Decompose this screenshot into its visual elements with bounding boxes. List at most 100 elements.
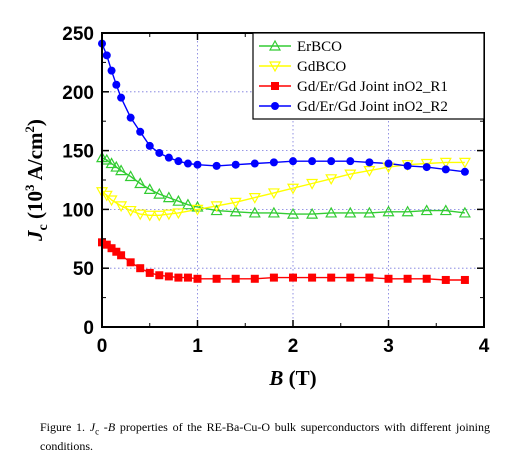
series-line-2 [101, 161, 465, 217]
data-point-series-3 [269, 273, 278, 282]
y-tick-label: 100 [62, 200, 94, 221]
data-point-series-4 [231, 160, 240, 169]
x-tick-label: 0 [97, 336, 108, 357]
y-tick-label: 200 [62, 83, 94, 104]
data-point-series-2 [191, 204, 204, 216]
data-point-series-4 [460, 167, 469, 176]
caption-dash: - [99, 420, 108, 434]
data-point-series-4 [250, 159, 259, 168]
data-point-series-1 [458, 206, 471, 218]
y-axis-unit-mid: A/cm [23, 132, 47, 184]
data-point-series-2 [229, 197, 242, 209]
data-point-series-4 [155, 148, 164, 157]
data-point-series-2 [286, 183, 300, 195]
data-point-series-3 [231, 274, 240, 283]
data-point-series-3 [327, 273, 336, 282]
data-point-series-2 [439, 157, 452, 169]
data-point-series-3 [117, 251, 126, 260]
y-tick-label: 0 [83, 318, 94, 339]
data-point-series-1 [325, 206, 338, 218]
y-tick-label: 150 [62, 142, 94, 163]
data-point-series-3 [155, 271, 164, 280]
data-point-series-2 [153, 210, 166, 222]
data-point-series-2 [363, 165, 376, 177]
data-point-series-3 [183, 273, 192, 282]
figure-caption: Figure 1. Jc -B properties of the RE-Ba-… [40, 420, 490, 454]
data-point-series-4 [384, 159, 393, 168]
legend-label-4: Gd/Er/Gd Joint inO2_R2 [297, 99, 448, 115]
data-point-series-2 [248, 193, 261, 204]
data-point-series-3 [112, 247, 121, 256]
caption-prefix: Figure 1. [40, 420, 90, 434]
data-point-series-3 [460, 275, 469, 284]
x-tick-label: 2 [288, 336, 299, 357]
data-point-series-1 [382, 205, 395, 217]
data-point-series-2 [162, 209, 175, 221]
data-point-series-2 [458, 157, 471, 169]
data-point-series-3 [422, 274, 431, 283]
data-point-series-3 [102, 240, 111, 249]
data-point-series-3 [346, 273, 355, 282]
data-point-series-1 [210, 204, 223, 216]
x-tick-label: 4 [479, 336, 490, 357]
data-point-series-1 [267, 206, 280, 218]
y-axis-title: Jc (103 A/cm2) [22, 119, 51, 242]
data-point-series-1 [143, 183, 156, 195]
data-point-series-2 [172, 208, 185, 220]
legend: ErBCO GdBCO Gd/Er/Gd Joint inO2_R1 Gd/Er/Gd… [252, 32, 485, 120]
x-tick-label: 3 [383, 336, 394, 357]
y-tick-label: 50 [73, 259, 94, 280]
caption-rest: properties of the RE-Ba-Cu-O bulk superc… [40, 420, 490, 454]
data-point-series-2 [143, 210, 156, 222]
legend-marker-1 [268, 39, 282, 51]
y-axis-unit-open: (10 [23, 191, 47, 224]
data-point-series-4 [365, 158, 374, 167]
data-point-series-1 [162, 191, 175, 203]
data-point-series-1 [439, 204, 452, 216]
data-point-series-2 [105, 195, 118, 207]
data-point-series-1 [124, 170, 137, 182]
data-point-series-3 [174, 273, 183, 282]
data-point-series-3 [365, 273, 374, 282]
data-point-series-2 [115, 201, 128, 213]
data-point-series-3 [403, 274, 412, 283]
legend-marker-4 [271, 102, 279, 110]
data-point-series-3 [289, 273, 297, 282]
data-point-series-3 [212, 274, 221, 283]
y-axis-symbol: J [23, 229, 47, 242]
y-axis-unit-close: ) [23, 119, 47, 126]
legend-marker-2 [268, 61, 282, 73]
data-point-series-4 [174, 157, 183, 166]
caption-j: J [89, 420, 96, 434]
data-point-series-1 [100, 153, 113, 165]
data-point-series-1 [286, 207, 300, 219]
data-point-series-3 [164, 272, 173, 281]
y-axis-subscript: c [36, 224, 51, 230]
data-point-series-1 [134, 177, 147, 189]
data-point-series-4 [145, 141, 154, 150]
data-point-series-4 [107, 66, 116, 75]
data-point-series-3 [308, 273, 317, 282]
data-point-series-4 [403, 161, 412, 170]
data-point-series-3 [384, 274, 393, 283]
legend-label-1: ErBCO [297, 39, 342, 55]
legend-box [252, 32, 485, 120]
data-point-series-1 [306, 207, 319, 219]
caption-jsub: c [95, 426, 100, 437]
y-axis-exponent-2: 2 [22, 126, 37, 133]
data-point-series-4 [441, 165, 450, 174]
data-point-series-4 [289, 157, 297, 166]
data-point-series-4 [212, 161, 221, 170]
y-axis-exponent-1: 3 [22, 184, 37, 191]
series-markers [95, 39, 471, 284]
data-point-series-1 [248, 206, 261, 218]
data-point-series-4 [193, 160, 202, 169]
data-point-series-1 [172, 194, 185, 206]
tick-labels: 0 1 2 3 4 0 50 100 150 200 250 [62, 24, 489, 357]
data-point-series-1 [363, 206, 376, 218]
data-point-series-2 [306, 178, 319, 190]
data-point-series-4 [327, 157, 336, 166]
data-point-series-4 [117, 93, 126, 102]
data-point-series-4 [126, 113, 135, 122]
data-point-series-3 [441, 275, 450, 284]
